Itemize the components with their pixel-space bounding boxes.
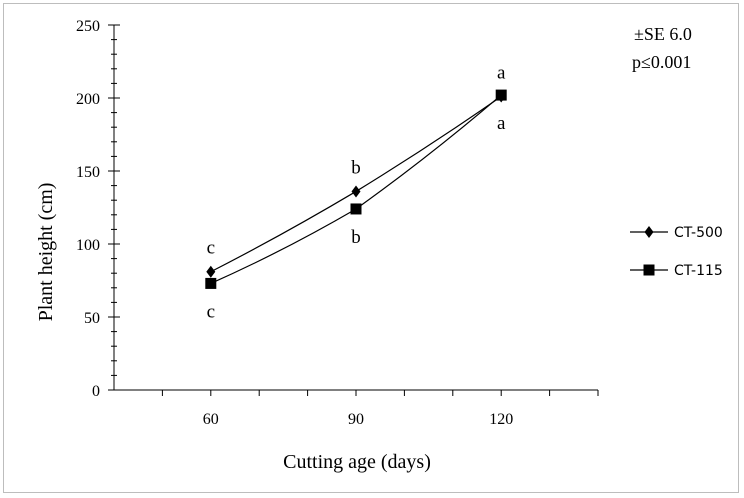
legend: CT-500 CT-115 [630,225,723,279]
axes-layer: 0 50 100 150 200 250 60 90 120 [76,18,599,428]
y-tick-label: 100 [76,237,100,254]
significance-letter: a [497,113,506,134]
legend-marker [643,264,655,276]
significance-letter: c [207,301,215,322]
data-point-ct-115 [350,203,362,215]
legend-marker [644,226,654,238]
data-point-ct-115 [495,89,507,101]
y-axis-title: Plant height (cm) [35,183,57,322]
legend-label: CT-115 [674,263,723,279]
significance-letter: a [497,63,506,84]
x-axis-title: Cutting age (days) [283,451,431,473]
data-point-ct-500 [206,265,216,278]
y-tick-label: 150 [76,164,100,181]
x-tick-label: 90 [348,411,364,428]
p-value-annotation: p≤0.001 [632,52,691,72]
y-tick-label: 0 [92,383,100,400]
x-tick-label: 120 [489,411,513,428]
data-point-ct-500 [351,185,361,198]
legend-label: CT-500 [674,225,723,241]
significance-letter: b [351,227,361,248]
y-tick-label: 200 [76,91,100,108]
series-layer [205,89,507,289]
data-point-ct-115 [205,277,217,289]
chart-frame [3,3,739,493]
y-tick-label: 250 [76,18,100,35]
letters-layer: c b a c b a [207,63,506,323]
y-tick-label: 50 [84,310,100,327]
x-tick-label: 60 [203,411,219,428]
significance-letter: c [207,238,215,259]
se-annotation: ±SE 6.0 [634,24,692,44]
significance-letter: b [351,157,361,178]
